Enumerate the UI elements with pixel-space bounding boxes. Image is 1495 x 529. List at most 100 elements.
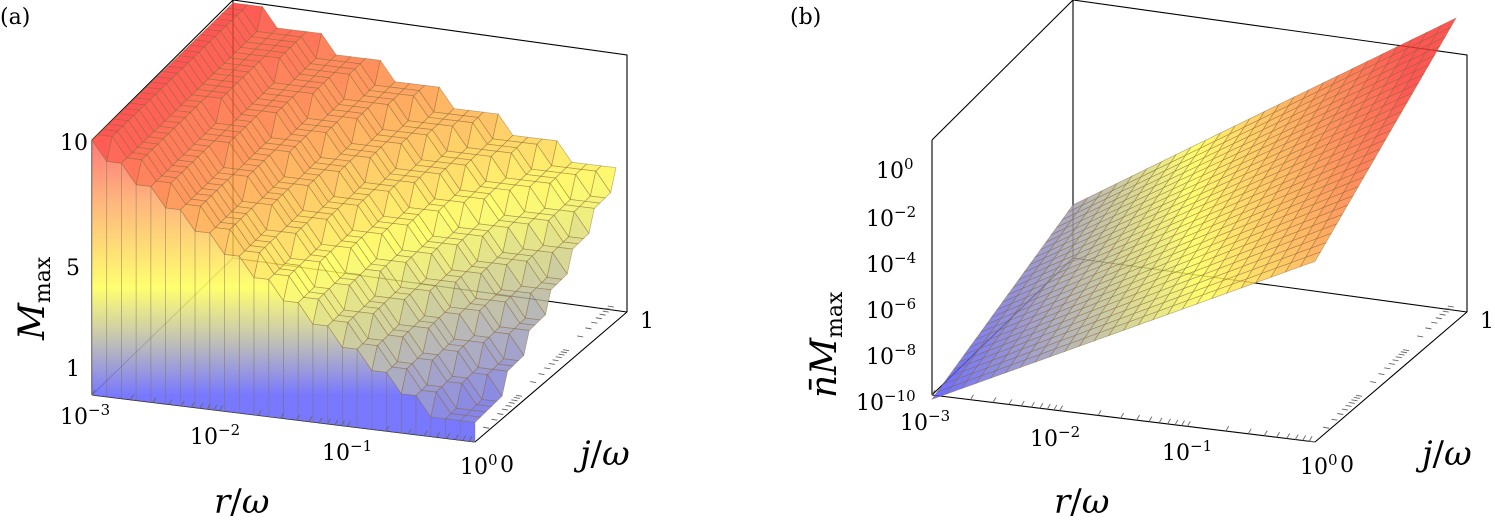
front-wall-patch xyxy=(342,346,358,428)
x-minor-tick xyxy=(1136,414,1140,421)
x-minor-tick xyxy=(152,397,157,403)
y-minor-tick xyxy=(538,373,545,375)
y-minor-tick xyxy=(1331,418,1338,421)
x-minor-tick xyxy=(280,412,284,419)
x-minor-tick xyxy=(199,403,204,409)
y-minor-tick xyxy=(1378,373,1385,375)
x-minor-tick xyxy=(1053,404,1058,411)
panel-a-z-ticks: 10 5 1 xyxy=(60,131,88,382)
y-minor-tick xyxy=(1341,408,1348,411)
surface-patch xyxy=(1299,251,1322,268)
z-tick-label-1: 1 xyxy=(66,357,80,382)
x-minor-tick xyxy=(1181,420,1185,426)
front-wall-patch xyxy=(135,184,152,403)
panel-label-b: (b) xyxy=(790,5,821,30)
x-minor-tick xyxy=(1308,436,1313,442)
y-minor-tick xyxy=(602,310,609,313)
y-minor-tick xyxy=(1395,356,1402,359)
y-minor-tick xyxy=(491,418,498,421)
y-axis-label-b: j/ω xyxy=(1415,434,1472,474)
y-minor-tick xyxy=(585,327,592,330)
x-minor-tick xyxy=(1059,405,1064,411)
x-tick-label-b-1e-2: 10−2 xyxy=(1030,423,1080,452)
y-minor-tick xyxy=(1442,310,1449,313)
panel-a-surface xyxy=(91,2,617,443)
front-wall-patch xyxy=(209,231,225,412)
front-wall-patch xyxy=(459,420,476,443)
x-minor-tick xyxy=(346,421,351,427)
x-minor-tick xyxy=(1225,425,1230,432)
front-wall-patch xyxy=(165,207,181,407)
surface-patch xyxy=(459,414,482,423)
y-minor-tick xyxy=(1425,327,1432,330)
z-tick-label-1e-10: 10−10 xyxy=(856,387,916,416)
y-minor-tick xyxy=(501,408,508,411)
y-minor-tick xyxy=(560,351,567,354)
y-tick-label-b-1: 1 xyxy=(1480,309,1494,334)
y-minor-tick xyxy=(577,335,584,338)
x-minor-tick xyxy=(318,417,323,424)
x-minor-tick xyxy=(423,430,428,436)
y-minor-tick xyxy=(1431,321,1438,324)
x-minor-tick xyxy=(1039,403,1044,409)
y-tick-label-b-0: 0 xyxy=(1340,453,1354,478)
y-minor-tick xyxy=(530,381,537,384)
front-wall-patch xyxy=(150,185,167,405)
y-minor-tick xyxy=(1392,359,1399,362)
x-tick-label-b-1e-3: 10−3 xyxy=(900,407,950,436)
y-minor-tick xyxy=(1351,399,1358,402)
y-minor-tick xyxy=(1348,401,1355,404)
front-wall-patch xyxy=(91,138,108,398)
front-wall-patch xyxy=(312,323,329,425)
x-minor-tick xyxy=(206,403,211,410)
y-minor-tick xyxy=(1439,313,1446,316)
x-minor-tick xyxy=(462,435,467,441)
y-minor-tick xyxy=(1400,351,1407,354)
y-minor-tick xyxy=(591,321,598,324)
y-minor-tick xyxy=(511,399,518,402)
y-tick-label-1: 1 xyxy=(640,309,654,334)
front-wall-patch xyxy=(253,277,270,418)
y-minor-tick xyxy=(1384,367,1391,370)
y-minor-tick xyxy=(1337,413,1344,415)
z-tick-label-1e0: 100 xyxy=(876,155,914,184)
x-minor-tick xyxy=(1302,435,1307,441)
y-minor-tick xyxy=(1308,440,1316,443)
z-tick-label-1e-6: 10−6 xyxy=(866,295,916,324)
y-minor-tick xyxy=(562,349,570,352)
front-wall-patch xyxy=(224,253,240,414)
x-minor-tick xyxy=(327,418,331,425)
z-tick-label-1e-2: 10−2 xyxy=(866,203,916,232)
x-minor-tick xyxy=(1120,412,1124,419)
x-minor-tick xyxy=(1020,400,1025,407)
z-axis-label-b: n̄Mmax xyxy=(804,291,848,398)
y-minor-tick xyxy=(468,440,476,443)
z-tick-label-1e-4: 10−4 xyxy=(866,249,916,278)
x-minor-tick xyxy=(1276,432,1280,438)
y-minor-tick xyxy=(1445,307,1452,310)
x-minor-tick xyxy=(454,434,459,440)
front-wall-patch xyxy=(106,161,122,400)
x-tick-label-b-1e0: 100 xyxy=(1300,451,1338,480)
y-minor-tick xyxy=(1370,381,1377,384)
y-minor-tick xyxy=(558,353,565,356)
y-minor-tick xyxy=(1398,353,1405,356)
y-minor-tick xyxy=(1388,362,1395,365)
x-minor-tick xyxy=(970,394,974,400)
x-minor-tick xyxy=(1158,417,1163,424)
y-minor-tick xyxy=(497,413,504,415)
z-tick-label-10: 10 xyxy=(60,131,88,156)
front-wall-patch xyxy=(194,230,211,410)
x-minor-tick xyxy=(91,389,96,396)
panel-a-x-ticks: 10−3 10−2 10−1 100 0 1 xyxy=(60,309,654,480)
z-tick-label-5: 5 xyxy=(66,256,80,281)
x-minor-tick xyxy=(180,400,185,407)
x-minor-tick xyxy=(1247,428,1252,435)
y-minor-tick xyxy=(555,356,562,359)
x-minor-tick xyxy=(1186,421,1191,427)
x-minor-tick xyxy=(931,389,936,396)
x-minor-tick xyxy=(1174,419,1179,426)
x-minor-tick xyxy=(1263,430,1268,436)
x-minor-tick xyxy=(219,405,224,411)
